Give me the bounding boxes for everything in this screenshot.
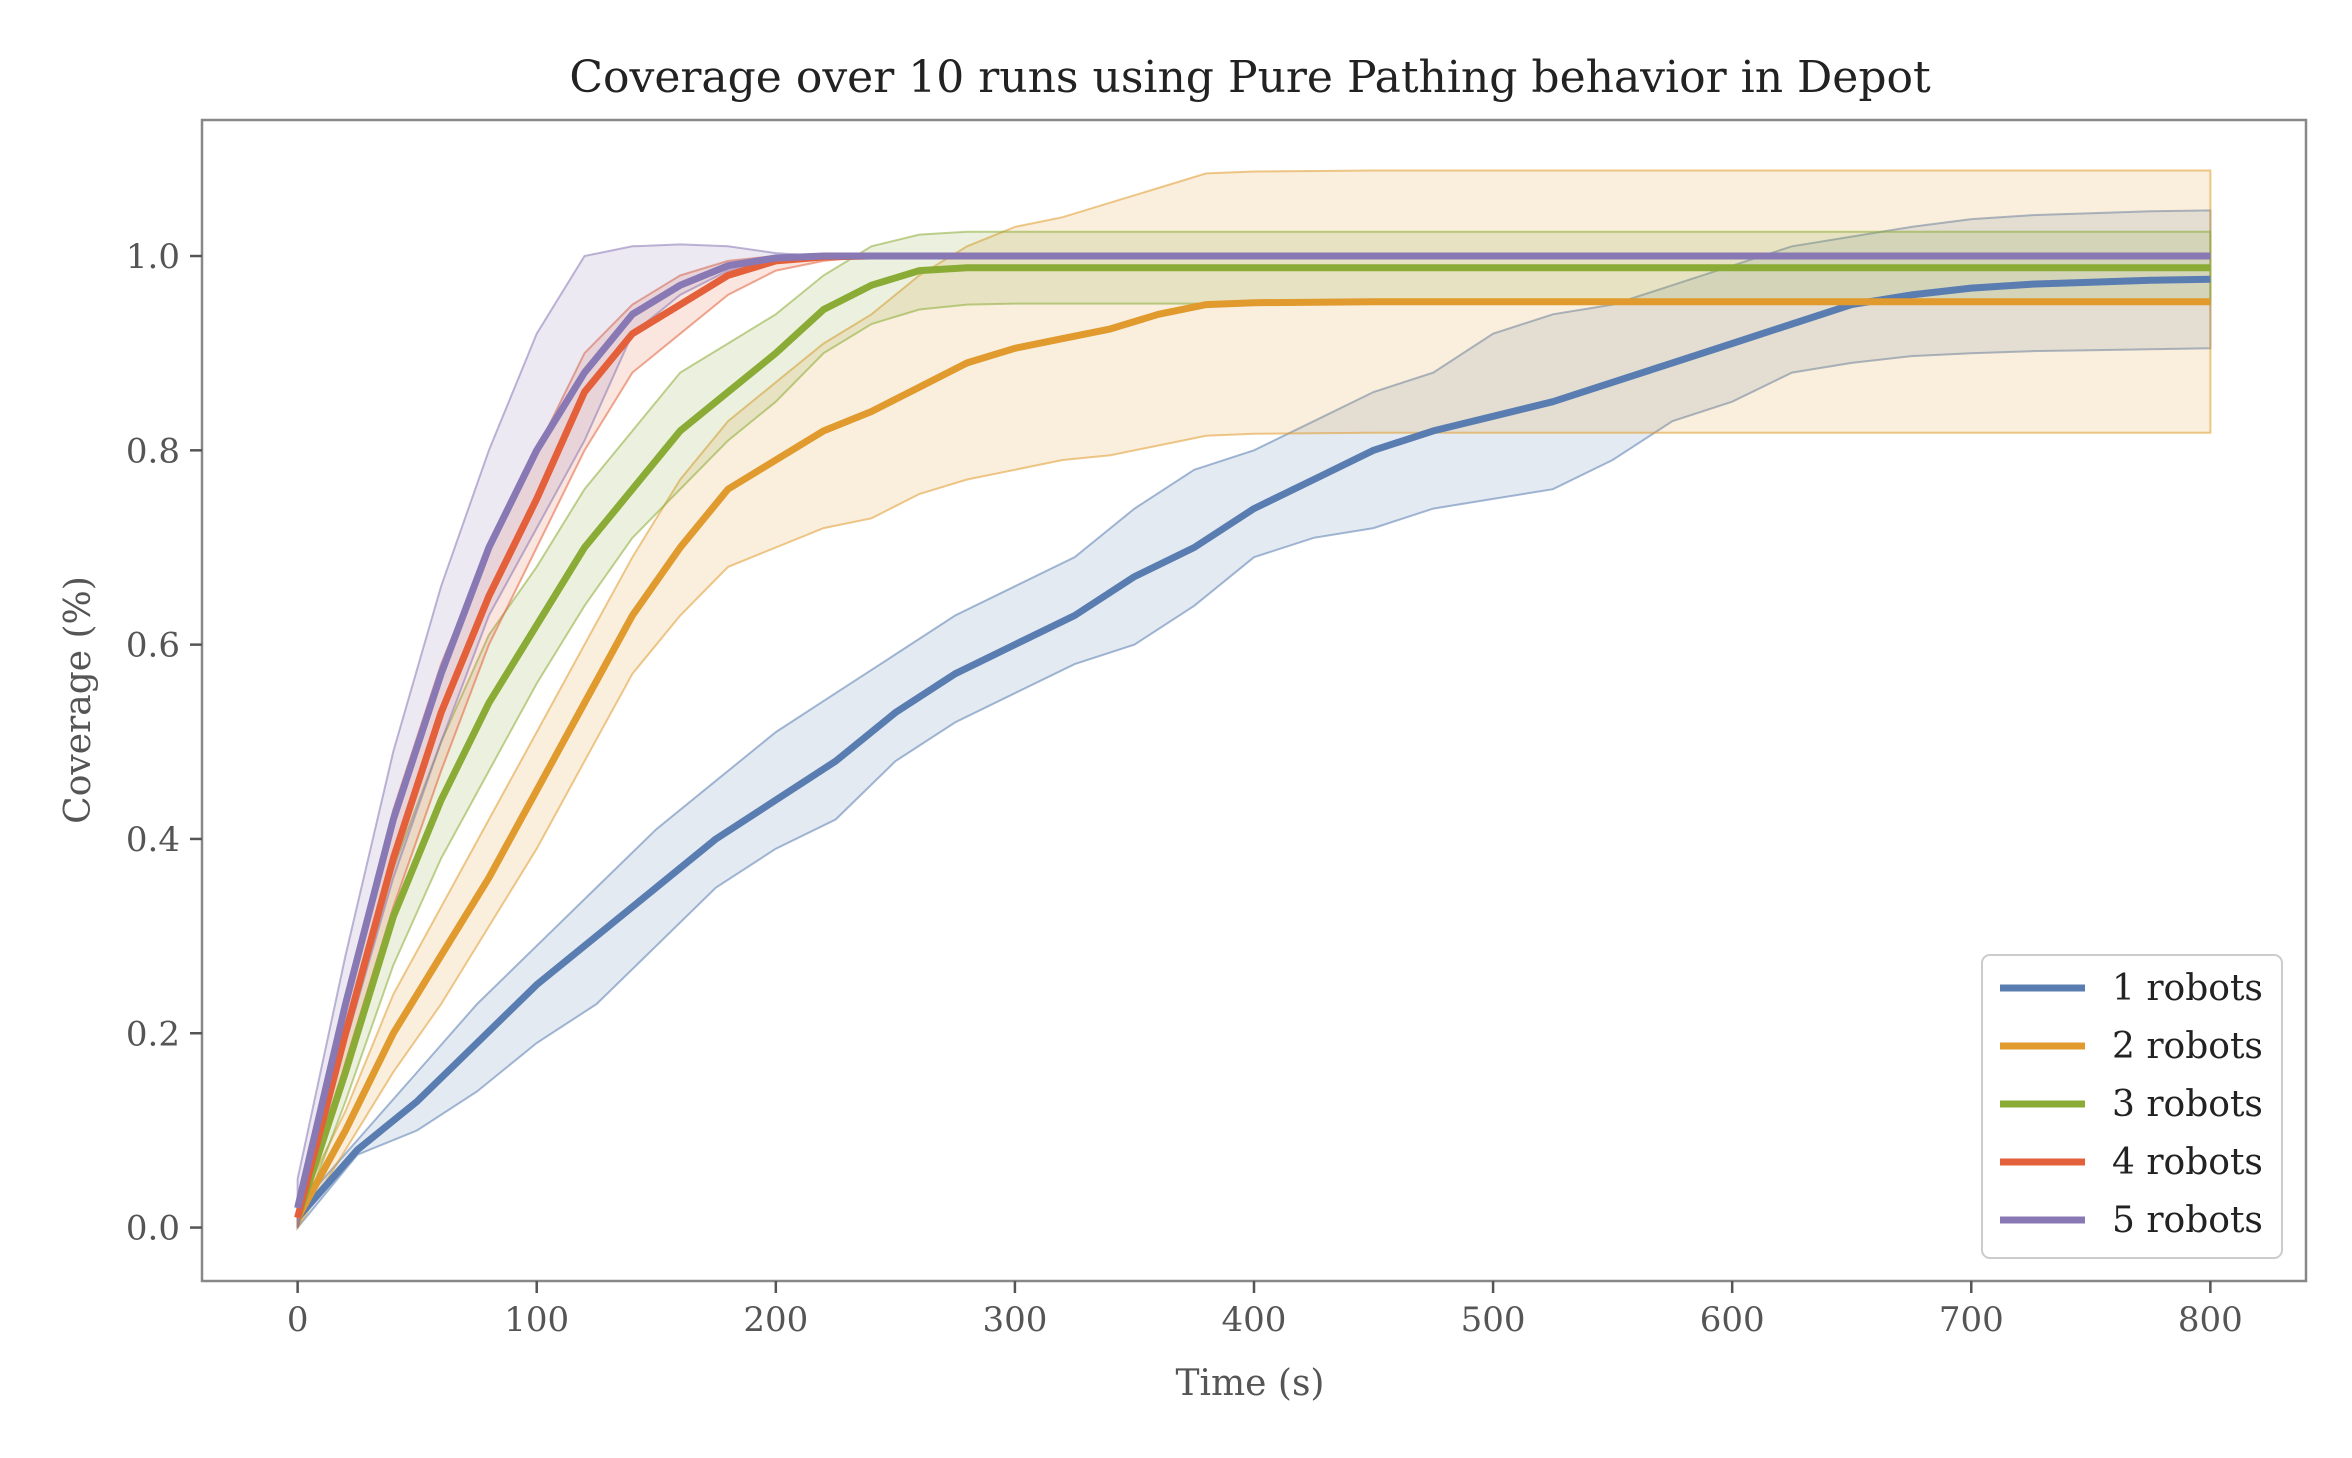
y-tick-label: 0.2 bbox=[126, 1014, 180, 1054]
y-tick-label: 1.0 bbox=[126, 237, 180, 277]
series-2-band bbox=[296, 169, 2212, 1232]
x-axis-title: Time (s) bbox=[1176, 1363, 1325, 1404]
legend-label-4: 4 robots bbox=[2112, 1142, 2263, 1183]
x-tick-label: 600 bbox=[1700, 1300, 1765, 1340]
x-tick-label: 700 bbox=[1939, 1300, 2004, 1340]
x-tick-label: 800 bbox=[2178, 1300, 2243, 1340]
x-tick-label: 300 bbox=[982, 1300, 1047, 1340]
legend-label-2: 2 robots bbox=[2112, 1026, 2263, 1067]
y-tick-label: 0.6 bbox=[126, 626, 180, 666]
x-axis-ticks: 0 100 200 300 400 500 600 700 800 bbox=[287, 1281, 2243, 1340]
series-1-line bbox=[294, 275, 2211, 1221]
y-axis-title: Coverage (%) bbox=[58, 576, 99, 824]
x-tick-label: 200 bbox=[743, 1300, 808, 1340]
x-tick-label: 0 bbox=[287, 1300, 309, 1340]
mean-lines bbox=[294, 252, 2211, 1221]
x-tick-label: 100 bbox=[504, 1300, 569, 1340]
legend: 1 robots 2 robots 3 robots 4 robots 5 robots bbox=[1981, 954, 2283, 1259]
y-tick-label: 0.8 bbox=[126, 431, 180, 471]
legend-label-3: 3 robots bbox=[2112, 1084, 2263, 1125]
legend-label-5: 5 robots bbox=[2112, 1200, 2263, 1241]
legend-box bbox=[1981, 954, 2283, 1259]
chart-title: Coverage over 10 runs using Pure Pathing… bbox=[569, 52, 1931, 103]
y-axis-ticks: 0.0 0.2 0.4 0.6 0.8 1.0 bbox=[126, 237, 202, 1249]
y-tick-label: 0.0 bbox=[126, 1209, 180, 1249]
series-2-line bbox=[294, 298, 2211, 1220]
y-tick-label: 0.4 bbox=[126, 820, 180, 860]
x-tick-label: 500 bbox=[1461, 1300, 1526, 1340]
series-5-line bbox=[294, 252, 2211, 1209]
series-3-line bbox=[294, 264, 2211, 1219]
x-tick-label: 400 bbox=[1222, 1300, 1287, 1340]
legend-label-1: 1 robots bbox=[2112, 968, 2263, 1009]
